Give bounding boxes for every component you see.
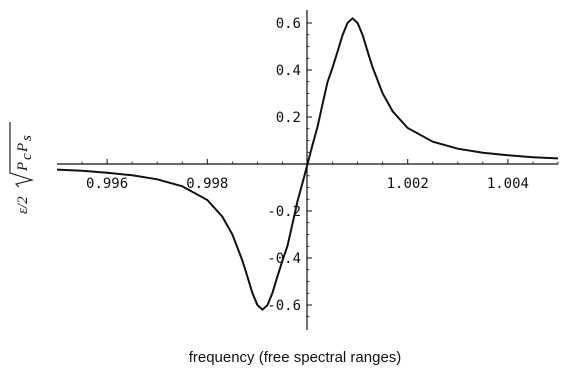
series-line (56, 16, 559, 312)
sqrt-symbol (9, 122, 35, 188)
y-tick-label: -0.4 (267, 251, 301, 267)
y-tick-label: 0.6 (276, 16, 301, 32)
x-tick-label: 0.998 (186, 176, 228, 192)
x-ticks: 0.996 0.998 1.002 1.004 (81, 159, 559, 192)
y-tick-label: 0.4 (276, 63, 301, 79)
x-tick-label: 0.996 (86, 176, 128, 192)
x-tick-label: 1.002 (387, 176, 429, 192)
y-tick-label: -0.2 (267, 204, 301, 220)
x-axis-label: frequency (free spectral ranges) (189, 349, 402, 366)
svg-text:c: c (19, 153, 35, 160)
y-tick-label: -0.6 (267, 298, 301, 314)
svg-text:P: P (15, 162, 31, 172)
svg-text:ε/2: ε/2 (15, 196, 31, 214)
y-ticks: 0.6 0.4 0.2 -0.2 -0.4 -0.6 (267, 16, 312, 318)
y-tick-label: 0.2 (276, 110, 301, 126)
svg-text:P: P (15, 143, 31, 153)
x-tick-label: 1.004 (487, 176, 529, 192)
y-axis-label: ε/2 P c P s (9, 122, 35, 214)
svg-text:s: s (19, 135, 35, 141)
